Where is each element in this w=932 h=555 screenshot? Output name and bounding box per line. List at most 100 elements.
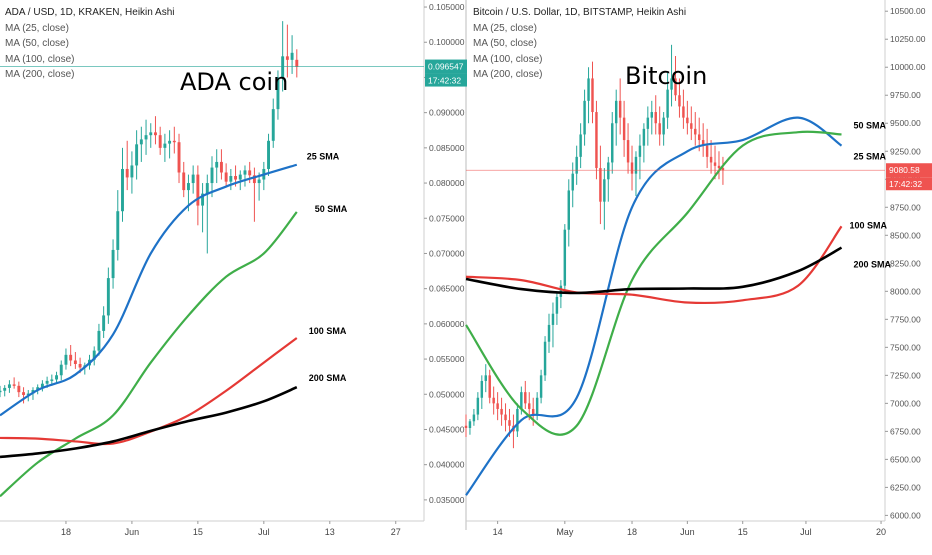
left-y-tick-label: 0.075000	[429, 213, 465, 223]
right-y-tick-label: 8750.00	[890, 202, 921, 212]
left-candle-body	[290, 52, 294, 60]
right-candle-body	[524, 392, 527, 404]
right-legend-ma25[interactable]: MA (25, close)	[473, 22, 537, 34]
left-legend-ma25[interactable]: MA (25, close)	[5, 22, 69, 34]
right-candle-body	[464, 425, 468, 429]
left-candle-body	[106, 278, 110, 316]
left-legend-ma50[interactable]: MA (50, close)	[5, 38, 69, 49]
left-legend-ma200[interactable]: MA (200, close)	[5, 69, 75, 80]
left-sma-label-50: 50 SMA	[315, 204, 348, 214]
left-candle-body	[7, 384, 11, 388]
left-y-tick-label: 0.050000	[429, 389, 465, 399]
left-candle-body	[69, 354, 73, 361]
right-x-tick-label: May	[556, 527, 574, 537]
right-y-tick-label: 7750.00	[890, 314, 921, 324]
left-x-tick-label: 18	[61, 527, 71, 537]
left-candle-body	[3, 387, 7, 391]
right-y-tick-label: 7500.00	[890, 342, 921, 352]
right-candle-body	[682, 106, 685, 118]
left-big-label: ADA coin	[180, 68, 289, 96]
right-candle-body	[579, 134, 582, 157]
right-candle-body	[591, 78, 594, 113]
right-candle-body	[508, 420, 511, 426]
right-candle-body	[476, 397, 480, 415]
left-sma-label-200: 200 SMA	[309, 373, 347, 383]
left-candle-body	[191, 174, 195, 184]
left-candle-body	[154, 132, 157, 136]
left-candle-body	[271, 109, 275, 141]
left-candle-body	[59, 364, 63, 376]
right-x-tick-label: 18	[627, 527, 637, 537]
right-legend-ma200[interactable]: MA (200, close)	[473, 69, 543, 80]
left-candle-body	[215, 161, 219, 168]
left-x-tick-label: 15	[193, 527, 203, 537]
right-ma-line-50	[465, 130, 842, 436]
left-candle-body	[267, 140, 270, 169]
right-candle-body	[528, 403, 531, 409]
left-candle-body	[121, 168, 124, 212]
right-y-tick-label: 7250.00	[890, 370, 921, 380]
right-x-tick-label: Jun	[680, 527, 695, 537]
right-y-tick-label: 10250.00	[890, 34, 926, 44]
left-candle-body	[243, 170, 247, 175]
left-last-price-tag	[425, 59, 467, 74]
left-candle-body	[102, 315, 106, 331]
right-ma-line-200	[465, 246, 843, 295]
left-candle-body	[196, 174, 200, 206]
left-candle-body	[248, 170, 252, 176]
right-ma-line-25	[465, 116, 843, 496]
right-candle-body	[599, 168, 602, 202]
left-candle-body	[45, 380, 49, 384]
right-y-tick-label: 10000.00	[890, 62, 926, 72]
left-ma-line-100	[0, 337, 298, 446]
right-candle-body	[630, 162, 634, 174]
right-candle-body	[705, 145, 709, 157]
right-legend-ma50[interactable]: MA (50, close)	[473, 38, 537, 49]
left-candle-body	[55, 375, 58, 380]
right-y-tick-label: 10500.00	[890, 6, 926, 16]
right-candle-body	[694, 128, 697, 135]
left-y-tick-label: 0.065000	[429, 284, 465, 294]
left-y-tick-label: 0.105000	[429, 2, 465, 12]
left-x-tick-label: Jun	[125, 527, 140, 537]
left-candle-body	[144, 135, 148, 140]
left-candle-body	[252, 175, 256, 184]
left-candle-body	[201, 193, 205, 206]
left-candle-body	[229, 176, 233, 182]
right-candle-body	[468, 421, 472, 429]
right-y-tick-label: 6250.00	[890, 482, 921, 492]
right-candle-body	[575, 156, 578, 174]
right-candle-body	[496, 403, 499, 409]
right-y-tick-label: 6000.00	[890, 510, 921, 520]
left-x-tick-label: 27	[391, 527, 401, 537]
right-candle-body	[658, 123, 661, 135]
left-candle-body	[168, 140, 172, 144]
left-ma-line-25	[0, 163, 298, 417]
right-x-tick-label: Jul	[800, 527, 812, 537]
right-candle-body	[678, 95, 681, 107]
left-last-time-text: 17:42:32	[428, 76, 461, 86]
right-y-tick-label: 8250.00	[890, 258, 921, 268]
right-candle-body	[587, 78, 590, 101]
right-candle-body	[614, 100, 618, 124]
right-candle-body	[607, 162, 610, 180]
right-candle-body	[500, 408, 503, 415]
left-last-time-tag	[425, 73, 467, 87]
right-candle-body	[571, 173, 574, 191]
right-sma-label-100: 100 SMA	[850, 220, 888, 230]
left-legend-ma100[interactable]: MA (100, close)	[5, 53, 75, 65]
right-legend-ma100[interactable]: MA (100, close)	[473, 53, 543, 65]
left-candle-body	[295, 59, 299, 67]
right-candle-body	[535, 397, 539, 415]
left-candle-body	[158, 135, 162, 148]
right-candle-body	[717, 165, 721, 169]
right-candle-body	[547, 324, 551, 342]
right-candle-body	[484, 375, 487, 381]
right-y-tick-label: 9500.00	[890, 118, 921, 128]
right-candle-body	[650, 112, 654, 118]
left-candle-body	[172, 140, 176, 143]
right-sma-label-50: 50 SMA	[854, 120, 887, 130]
right-candle-body	[662, 117, 665, 135]
left-chart-title: ADA / USD, 1D, KRAKEN, Heikin Ashi	[5, 7, 175, 18]
